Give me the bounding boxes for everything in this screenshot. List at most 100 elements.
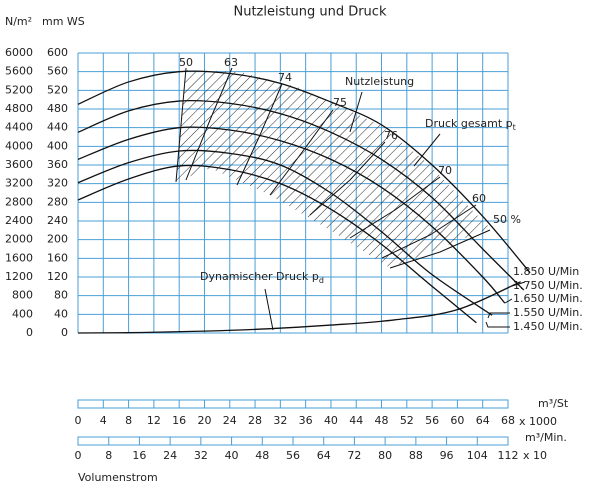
leader-line xyxy=(487,312,510,319)
y2-tick-label: 3200 xyxy=(5,177,33,190)
leader-line xyxy=(504,298,513,304)
curve xyxy=(77,70,531,274)
efficiency-label: 76 xyxy=(384,129,398,142)
efficiency-line xyxy=(381,204,477,259)
y2-tick-label: 4400 xyxy=(5,121,33,134)
x-tick-label: 64 xyxy=(476,414,490,427)
y2-tick-label: 3600 xyxy=(5,158,33,171)
x-tick-label: 8 xyxy=(125,414,132,427)
x-axis-unit: m³/St xyxy=(538,397,569,410)
efficiency-label: 50 % xyxy=(493,213,521,226)
x-axis-label: Volumenstrom xyxy=(78,471,158,484)
y-tick-label: 440 xyxy=(47,121,68,134)
y-tick-label: 320 xyxy=(47,177,68,190)
y2-tick-label: 4800 xyxy=(5,102,33,115)
x2-tick-label: 64 xyxy=(317,449,331,462)
y-tick-label: 240 xyxy=(47,214,68,227)
y2-tick-label: 800 xyxy=(12,289,33,302)
x2-tick-label: 56 xyxy=(286,449,300,462)
legend-label: 1.450 U/Min. xyxy=(513,320,583,333)
x-tick-label: 48 xyxy=(375,414,389,427)
y2-tick-label: 2400 xyxy=(5,214,33,227)
y-tick-label: 480 xyxy=(47,102,68,115)
y2-tick-label: 400 xyxy=(12,307,33,320)
curve xyxy=(77,281,521,334)
x-tick-label: 36 xyxy=(299,414,313,427)
y-tick-label: 560 xyxy=(47,65,68,78)
y2-tick-label: 1200 xyxy=(5,270,33,283)
y2-tick-label: 5200 xyxy=(5,83,33,96)
x-tick-label: 68 xyxy=(501,414,515,427)
x2-tick-label: 104 xyxy=(467,449,488,462)
curve xyxy=(77,149,493,316)
x2-tick-label: 16 xyxy=(132,449,146,462)
series-label: Dynamischer Druck pd xyxy=(200,270,324,285)
x2-tick-label: 32 xyxy=(194,449,208,462)
x-tick-label: 40 xyxy=(324,414,338,427)
efficiency-label: 50 xyxy=(179,56,193,69)
efficiency-label: 60 xyxy=(472,192,486,205)
x-tick-label: 60 xyxy=(450,414,464,427)
efficiency-label: 70 xyxy=(438,164,452,177)
x-tick-label: 56 xyxy=(425,414,439,427)
series-label-sub: d xyxy=(319,276,324,285)
legend-label: 1.850 U/Min xyxy=(513,265,579,278)
y2-tick-label: 4000 xyxy=(5,139,33,152)
x2-tick-label: 0 xyxy=(75,449,82,462)
annotation: Nutzleistung xyxy=(345,75,414,88)
efficiency-region xyxy=(176,70,490,268)
leader-line xyxy=(413,133,441,167)
x-tick-label: 32 xyxy=(273,414,287,427)
x-tick-label: 16 xyxy=(172,414,186,427)
y-tick-label: 360 xyxy=(47,158,68,171)
y-tick-label: 200 xyxy=(47,233,68,246)
x-tick-label: 44 xyxy=(349,414,363,427)
x-tick-label: 20 xyxy=(197,414,211,427)
annotation: Druck gesamt pt xyxy=(425,117,516,132)
curve xyxy=(77,164,477,324)
legend-label: 1.650 U/Min. xyxy=(513,292,583,305)
x-axis-multiplier: x 1000 xyxy=(519,415,557,428)
efficiency-line xyxy=(389,229,491,269)
x-tick-label: 52 xyxy=(400,414,414,427)
efficiency-label: 63 xyxy=(224,56,238,69)
curve xyxy=(77,126,506,304)
x-scale-bar xyxy=(77,399,509,409)
x2-tick-label: 88 xyxy=(409,449,423,462)
y2-tick-label: 0 xyxy=(26,326,33,339)
x2-tick-label: 96 xyxy=(440,449,454,462)
y-axis-label: mm WS xyxy=(42,15,85,28)
x2-axis-unit: m³/Min. xyxy=(525,431,567,444)
x-tick-label: 28 xyxy=(248,414,262,427)
y2-tick-label: 2000 xyxy=(5,233,33,246)
chart-title: Nutzleistung und Druck xyxy=(234,5,387,20)
x2-axis-multiplier: x 10 xyxy=(523,449,547,462)
x-tick-label: 0 xyxy=(75,414,82,427)
y2-tick-label: 1600 xyxy=(5,251,33,264)
legend-label: 1.750 U/Min. xyxy=(513,279,583,292)
series-label-text: Dynamischer Druck p xyxy=(200,270,319,283)
efficiency-label: 74 xyxy=(278,71,292,84)
y2-tick-label: 5600 xyxy=(5,65,33,78)
x2-tick-label: 72 xyxy=(347,449,361,462)
x2-tick-label: 40 xyxy=(225,449,239,462)
annotation-sub: t xyxy=(513,123,516,132)
x-tick-label: 12 xyxy=(147,414,161,427)
leader-line xyxy=(485,321,510,328)
x2-tick-label: 48 xyxy=(255,449,269,462)
leader-line xyxy=(264,288,274,331)
x2-tick-label: 112 xyxy=(498,449,519,462)
curve xyxy=(77,99,525,291)
y2-tick-label: 6000 xyxy=(5,46,33,59)
x-tick-label: 24 xyxy=(223,414,237,427)
y-tick-label: 280 xyxy=(47,195,68,208)
y2-axis-label: N/m² xyxy=(5,15,32,28)
efficiency-line xyxy=(349,176,441,239)
efficiency-line xyxy=(175,67,187,183)
efficiency-line xyxy=(185,67,233,181)
y-tick-label: 40 xyxy=(54,307,68,320)
x2-tick-label: 8 xyxy=(105,449,112,462)
y-tick-label: 120 xyxy=(47,270,68,283)
y-tick-label: 0 xyxy=(61,326,68,339)
